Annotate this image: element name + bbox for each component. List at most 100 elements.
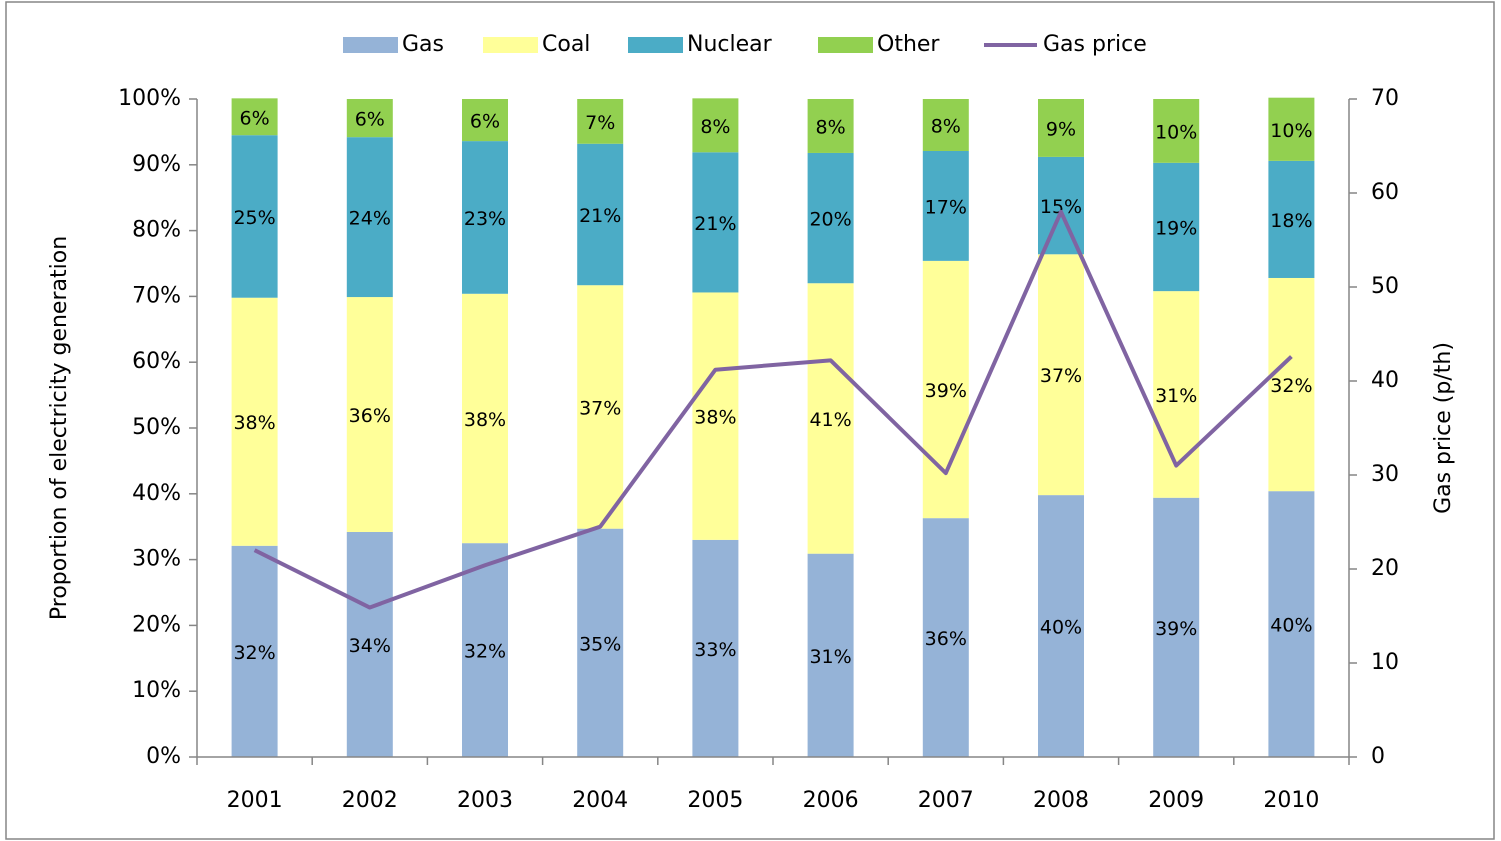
bar-segment xyxy=(346,531,393,757)
line-series xyxy=(253,209,1293,610)
data-label: 40% xyxy=(1040,617,1082,639)
y-tick-label: 70% xyxy=(132,283,181,308)
bar-segment xyxy=(692,292,739,540)
bar-segment xyxy=(462,293,508,544)
y2-tick-label: 20 xyxy=(1371,556,1399,581)
bar-segment xyxy=(807,283,854,554)
y-tick-label: 100% xyxy=(118,86,181,111)
data-label: 8% xyxy=(931,115,961,137)
data-label: 32% xyxy=(1270,375,1312,397)
data-label: 39% xyxy=(1155,618,1197,640)
data-label: 32% xyxy=(464,641,506,663)
x-tick-label: 2003 xyxy=(457,788,513,813)
bar-segment xyxy=(1153,497,1200,757)
data-label: 20% xyxy=(809,209,851,231)
bar-segment xyxy=(692,152,739,293)
y2-axis-title: Gas price (p/th) xyxy=(1431,342,1456,514)
bar-segment xyxy=(231,545,278,757)
bar-segment xyxy=(577,143,624,286)
data-label: 38% xyxy=(233,412,275,434)
y-axis-title: Proportion of electricity generation xyxy=(47,236,72,620)
data-label: 37% xyxy=(1040,365,1082,387)
data-label: 8% xyxy=(700,116,730,138)
x-tick-label: 2006 xyxy=(803,788,859,813)
data-label: 15% xyxy=(1040,196,1082,218)
bar-segment xyxy=(1038,99,1084,157)
bar-segment xyxy=(1268,97,1315,161)
data-label: 10% xyxy=(1270,120,1312,142)
data-label: 37% xyxy=(579,397,621,419)
data-label: 41% xyxy=(809,409,851,431)
y-tick-label: 50% xyxy=(132,415,181,440)
bar-segment xyxy=(1153,162,1200,292)
data-label: 6% xyxy=(355,109,385,131)
x-tick-label: 2004 xyxy=(572,788,628,813)
data-label: 38% xyxy=(694,407,736,429)
x-tick-label: 2001 xyxy=(227,788,283,813)
bar-segment xyxy=(807,553,854,757)
data-label: 18% xyxy=(1270,210,1312,232)
y2-tick-label: 10 xyxy=(1371,650,1399,675)
data-label: 19% xyxy=(1155,217,1197,239)
bar-segment xyxy=(1038,495,1084,757)
bar-segment xyxy=(346,297,393,532)
data-label: 8% xyxy=(816,116,846,138)
y-tick-label: 0% xyxy=(146,744,181,769)
data-label: 32% xyxy=(233,642,275,664)
data-label: 24% xyxy=(349,208,391,230)
legend-swatch xyxy=(628,37,683,53)
x-tick-label: 2009 xyxy=(1148,788,1204,813)
y2-tick-label: 50 xyxy=(1371,274,1399,299)
data-label: 38% xyxy=(464,409,506,431)
legend-label: Gas xyxy=(402,32,444,57)
data-label: 40% xyxy=(1270,615,1312,637)
y-tick-label: 60% xyxy=(132,349,181,374)
data-label: 10% xyxy=(1155,121,1197,143)
y2-tick-label: 70 xyxy=(1371,86,1399,111)
data-label: 39% xyxy=(925,380,967,402)
legend-label: Other xyxy=(877,32,940,57)
bar-segment xyxy=(462,99,508,142)
data-label: 31% xyxy=(809,646,851,668)
bar-segment xyxy=(577,285,624,529)
bar-segment xyxy=(692,539,739,757)
y2-tick-label: 30 xyxy=(1371,462,1399,487)
data-label: 36% xyxy=(349,405,391,427)
data-label: 25% xyxy=(233,207,275,229)
bar-segment xyxy=(807,152,854,284)
data-label: 6% xyxy=(240,107,270,129)
bar-segment xyxy=(231,98,278,136)
x-tick-label: 2002 xyxy=(342,788,398,813)
bar-segment xyxy=(577,99,624,144)
data-label: 21% xyxy=(694,213,736,235)
legend-label: Nuclear xyxy=(687,32,773,57)
x-tick-label: 2005 xyxy=(687,788,743,813)
data-label: 21% xyxy=(579,205,621,227)
y2-tick-label: 60 xyxy=(1371,180,1399,205)
y2-tick-label: 40 xyxy=(1371,368,1399,393)
y-tick-label: 40% xyxy=(132,481,181,506)
bar-segment xyxy=(462,543,508,757)
bar-segment xyxy=(922,260,969,519)
data-label: 33% xyxy=(694,639,736,661)
legend-swatch xyxy=(343,37,398,53)
legend-swatch xyxy=(818,37,873,53)
x-tick-label: 2007 xyxy=(918,788,974,813)
data-label: 6% xyxy=(470,111,500,133)
x-tick-label: 2010 xyxy=(1263,788,1319,813)
bar-segment xyxy=(577,528,624,757)
bar-segment xyxy=(922,518,969,757)
data-label: 9% xyxy=(1046,118,1076,140)
bar-segment xyxy=(1153,99,1200,163)
data-label: 34% xyxy=(349,635,391,657)
data-label: 17% xyxy=(925,196,967,218)
y2-tick-label: 0 xyxy=(1371,744,1385,769)
bar-segment xyxy=(922,99,969,151)
legend-label: Gas price xyxy=(1043,32,1147,57)
bar-segment xyxy=(1038,254,1084,496)
bar-segment xyxy=(1038,156,1084,255)
legend-label: Coal xyxy=(542,32,590,57)
y-tick-label: 80% xyxy=(132,218,181,243)
